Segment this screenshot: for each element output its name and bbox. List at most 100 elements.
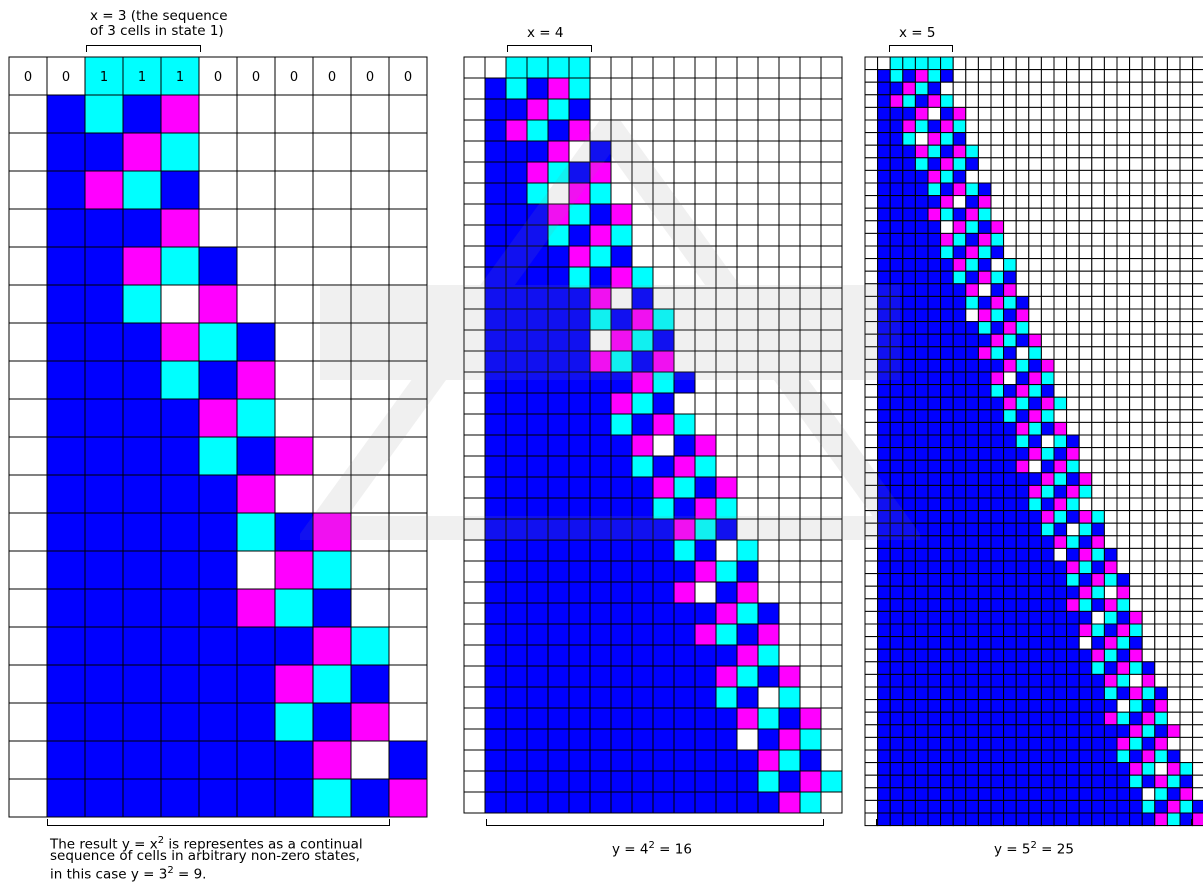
panel1-cell	[84, 474, 124, 514]
panel3-cell	[1103, 220, 1118, 234]
panel2-cell	[799, 329, 822, 352]
panel3-cell	[1066, 346, 1080, 360]
panel3-cell	[1066, 258, 1080, 272]
panel2-cell	[736, 539, 759, 562]
panel3-cell	[1028, 736, 1042, 751]
panel2-cell	[736, 686, 759, 709]
panel3-cell	[1015, 724, 1030, 738]
panel3-cell	[1129, 182, 1143, 197]
panel3-cell	[864, 434, 879, 449]
panel2-cell	[505, 581, 528, 604]
panel3-cell	[1103, 207, 1118, 222]
panel1-init-cell	[350, 56, 390, 96]
panel3-cell	[1141, 711, 1156, 726]
panel3-cell	[1166, 472, 1181, 486]
panel3-cell	[1103, 119, 1118, 134]
panel3-cell	[1015, 245, 1030, 260]
panel2-cell	[715, 266, 738, 289]
panel3-cell	[1154, 560, 1168, 575]
panel3-cell	[877, 157, 891, 171]
panel2-cell	[547, 161, 570, 184]
panel3-cell	[1040, 106, 1055, 121]
panel3-cell	[1179, 245, 1194, 260]
panel2-cell	[694, 539, 717, 562]
panel3-cell	[965, 119, 979, 134]
panel2-cell	[757, 623, 780, 646]
panel3-cell	[927, 736, 942, 751]
panel3-cell	[1015, 434, 1030, 449]
panel3-cell	[1103, 258, 1118, 272]
panel3-cell	[1154, 787, 1168, 801]
panel2-cell	[652, 203, 675, 226]
panel2-cell	[463, 770, 486, 793]
panel3-cell	[1040, 346, 1055, 360]
panel2-cell	[715, 140, 738, 163]
panel3-cell	[877, 623, 891, 638]
panel3-cell	[1116, 585, 1131, 600]
panel3-cell	[1091, 724, 1105, 738]
panel3-cell	[1154, 358, 1168, 373]
panel3-cell	[1066, 106, 1080, 121]
panel3-cell	[940, 585, 954, 600]
panel1-init-label: 0	[290, 70, 298, 85]
panel3-cell	[1154, 182, 1168, 197]
panel2-cell	[778, 539, 801, 562]
panel3-cell	[1078, 547, 1093, 562]
panel3-cell	[990, 699, 1005, 713]
panel1-cell	[8, 284, 48, 324]
panel3-cell	[927, 157, 942, 171]
panel3-cell	[1116, 182, 1131, 197]
panel3-cell	[1192, 547, 1203, 562]
panel2-cell	[631, 728, 654, 751]
panel3-cell	[1091, 346, 1105, 360]
panel3-cell	[1179, 144, 1194, 159]
panel3-cell	[1091, 610, 1105, 625]
panel3-cell	[1141, 447, 1156, 461]
panel3-cell	[1091, 673, 1105, 688]
panel1-cell	[84, 284, 124, 324]
panel3-cell	[1166, 560, 1181, 575]
panel3-cell	[1179, 308, 1194, 323]
panel1-label-line1: x = 3 (the sequence	[90, 8, 228, 24]
panel3-cell	[1053, 749, 1068, 764]
panel3-cell	[1028, 371, 1042, 386]
panel3-cell	[1066, 623, 1080, 638]
panel3-cell	[1154, 749, 1168, 764]
panel3-cell	[864, 232, 879, 247]
panel2-cell	[715, 371, 738, 394]
panel1-cell	[350, 474, 390, 514]
panel3-cell	[1091, 94, 1105, 108]
panel3-cell	[1129, 623, 1143, 638]
panel2-init-cell	[484, 56, 507, 79]
panel3-cell	[940, 270, 954, 285]
panel3-cell	[1179, 81, 1194, 96]
panel3-cell	[877, 371, 891, 386]
panel3-cell	[1179, 157, 1194, 171]
panel3-cell	[977, 106, 992, 121]
panel3-cell	[889, 182, 904, 197]
panel3-cell	[877, 522, 891, 537]
panel3-cell	[927, 497, 942, 512]
panel2-cell	[631, 413, 654, 436]
panel3-cell	[1066, 762, 1080, 776]
panel3-cell	[914, 749, 929, 764]
panel2-cell	[505, 644, 528, 667]
panel1-cell	[350, 208, 390, 248]
panel2-cell	[505, 749, 528, 772]
panel3-cell	[1116, 472, 1131, 486]
panel2-cell	[526, 497, 549, 520]
panel3-cell	[1003, 358, 1017, 373]
panel3-cell	[1003, 220, 1017, 234]
panel3-cell	[977, 673, 992, 688]
panel3-cell	[1166, 258, 1181, 272]
panel3-cell	[940, 699, 954, 713]
panel3-cell	[1028, 510, 1042, 524]
panel3-cell	[1040, 799, 1055, 814]
panel3-cell	[952, 358, 967, 373]
panel2-cell	[568, 749, 591, 772]
panel3-cell	[902, 207, 916, 222]
panel2-cell	[799, 392, 822, 415]
panel2-cell	[778, 140, 801, 163]
panel3-cell	[952, 106, 967, 121]
panel2-cell	[589, 140, 612, 163]
